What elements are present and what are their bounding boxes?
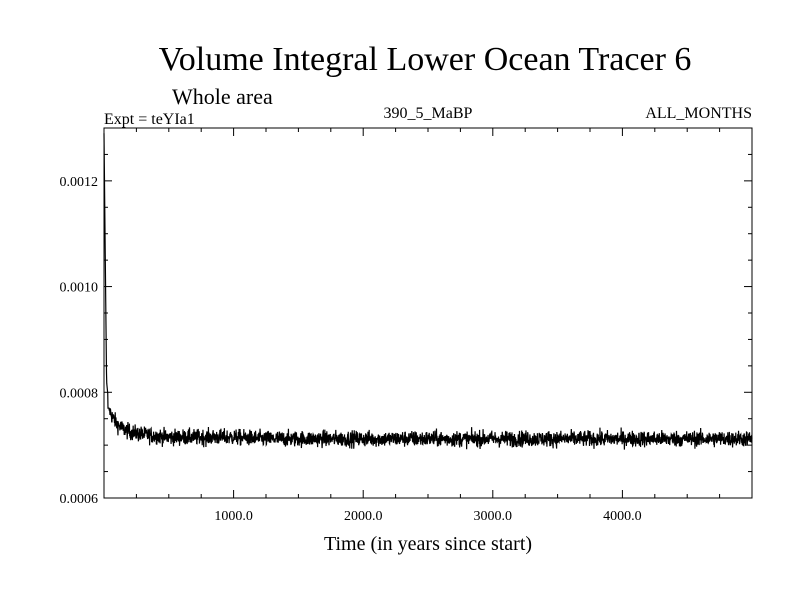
chart-title: Volume Integral Lower Ocean Tracer 6: [159, 41, 692, 78]
series-line: [103, 133, 753, 450]
y-tick-label: 0.0006: [60, 492, 99, 507]
x-tick-label: 3000.0: [474, 509, 513, 524]
experiment-label: Expt = teYIa1: [104, 111, 195, 128]
chart-subtitle: Whole area: [172, 84, 273, 109]
x-tick-label: 2000.0: [344, 509, 383, 524]
y-tick-label: 0.0012: [60, 175, 99, 190]
axis-ticks: 1000.0 2000.0 3000.0 4000.0 0.0006 0.0008 0.00…: [60, 127, 752, 524]
plot-frame: [103, 127, 753, 499]
period-label: ALL_MONTHS: [645, 105, 752, 122]
y-tick-label: 0.0008: [60, 386, 99, 401]
series-group: [103, 133, 753, 450]
y-tick-label: 0.0010: [60, 281, 99, 296]
x-tick-label: 4000.0: [603, 509, 642, 524]
x-tick-label: 1000.0: [214, 509, 253, 524]
run-label: 390_5_MaBP: [384, 105, 473, 122]
x-axis-label: Time (in years since start): [324, 533, 532, 555]
